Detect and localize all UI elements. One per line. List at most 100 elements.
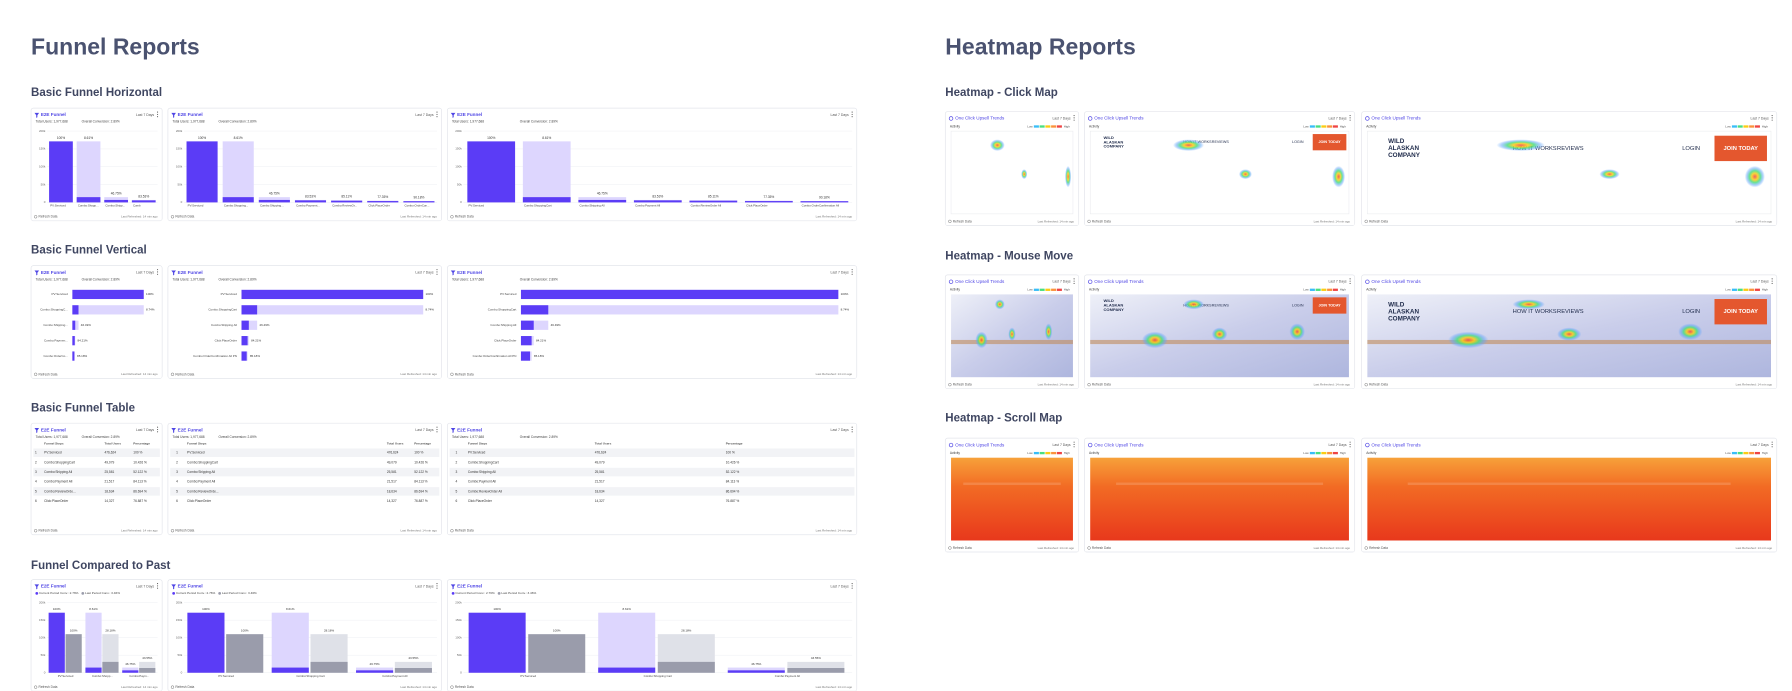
refresh-button[interactable]: Refresh Data: [455, 529, 474, 533]
drop-off-bar: [578, 197, 627, 203]
table-cell: 52.122 %: [726, 470, 740, 474]
funnel-bar: [331, 200, 363, 203]
step-name: Combo:Shipping...: [43, 323, 68, 327]
table-cell: 2: [456, 460, 458, 464]
refresh-button[interactable]: Refresh Data: [1369, 219, 1388, 223]
refresh-button[interactable]: Refresh Data: [1092, 219, 1111, 223]
refresh-button[interactable]: Refresh Data: [39, 529, 58, 533]
refresh-button[interactable]: Refresh Data: [455, 685, 474, 689]
last-refreshed: Last Refreshed: 14 min ago: [816, 685, 853, 689]
menu-button[interactable]: [851, 269, 853, 275]
card: One Click Upsell Trends Last 7 Days Activi…: [1084, 111, 1356, 226]
refresh-button[interactable]: Refresh Data: [1092, 383, 1111, 387]
bar-label: 46.75%: [751, 662, 761, 666]
table-cell: 100 %: [726, 451, 735, 455]
refresh-button[interactable]: Refresh Data: [39, 372, 58, 376]
table-cell: Combo:Shipping All: [468, 470, 496, 474]
total-users: Total Users: 1,977,688: [36, 435, 68, 439]
refresh-button[interactable]: Refresh Data: [455, 372, 474, 376]
legend-swatch: [1749, 288, 1755, 291]
legend-swatch: [1332, 288, 1338, 291]
menu-button[interactable]: [436, 111, 438, 118]
date-range: Last 7 Days: [1751, 280, 1769, 284]
step-percent: 8.61%: [84, 136, 93, 140]
menu-button[interactable]: [851, 111, 853, 118]
menu-button[interactable]: [1771, 441, 1773, 448]
menu-button[interactable]: [1073, 441, 1075, 448]
menu-button[interactable]: [156, 583, 159, 589]
legend-swatch: [1321, 288, 1327, 291]
refresh-button[interactable]: Refresh Data: [175, 215, 194, 219]
refresh-button[interactable]: Refresh Data: [953, 383, 972, 387]
refresh-button[interactable]: Refresh Data: [39, 685, 58, 689]
menu-button[interactable]: [156, 426, 159, 433]
menu-button[interactable]: [436, 426, 438, 433]
card-footer-bg: [168, 370, 442, 378]
legend-high: High: [1064, 451, 1070, 455]
heat-spot: [1678, 323, 1703, 340]
refresh-icon: [1087, 546, 1091, 550]
refresh-button[interactable]: Refresh Data: [1369, 383, 1388, 387]
refresh-button[interactable]: Refresh Data: [39, 215, 58, 219]
step-percent: 46.49%: [551, 323, 561, 327]
menu-button[interactable]: [851, 583, 853, 589]
refresh-button[interactable]: Refresh Data: [175, 372, 194, 376]
heat-spot: [1496, 139, 1545, 151]
legend-swatch: [35, 592, 39, 595]
heatmap-icon: [1365, 116, 1370, 121]
column-header: Funnel Steps: [44, 442, 64, 446]
table-cell: Combo:ReviewOrder All: [468, 489, 502, 493]
legend-high: High: [1340, 288, 1346, 292]
table-cell: 25,581: [104, 470, 114, 474]
drop-off-bar: [76, 141, 101, 203]
date-range: Last 7 Days: [1751, 116, 1769, 120]
date-range: Last 7 Days: [415, 270, 433, 274]
refresh-button[interactable]: Refresh Data: [953, 546, 972, 550]
menu-button[interactable]: [1073, 278, 1075, 285]
menu-dot: [851, 587, 853, 589]
date-range: Last 7 Days: [831, 428, 849, 432]
heat-spot: [975, 331, 988, 349]
card: One Click Upsell Trends Last 7 Days Activi…: [944, 111, 1080, 226]
table-cell: 1: [176, 451, 178, 455]
table-cell: 21,517: [595, 480, 605, 484]
menu-button[interactable]: [1349, 441, 1351, 448]
card-footer-bg: [447, 370, 857, 378]
menu-button[interactable]: [1349, 278, 1351, 285]
date-range: Last 7 Days: [415, 584, 433, 588]
table-row: [170, 448, 440, 458]
heatmap-icon: [948, 279, 954, 284]
step-percent: 90.18%: [819, 195, 830, 199]
card: One Click Upsell Trends Last 7 Days Activi…: [1361, 437, 1778, 553]
refresh-button[interactable]: Refresh Data: [1092, 546, 1111, 550]
menu-button[interactable]: [851, 426, 853, 433]
refresh-button[interactable]: Refresh Data: [953, 219, 972, 223]
card-title: One Click Upsell Trends: [1371, 442, 1421, 447]
menu-button[interactable]: [156, 111, 159, 118]
menu-button[interactable]: [1073, 115, 1075, 121]
refresh-button[interactable]: Refresh Data: [175, 685, 194, 689]
menu-button[interactable]: [1771, 115, 1773, 121]
table-cell: 52.122 %: [414, 470, 428, 474]
y-tick-label: 0: [460, 671, 462, 675]
refresh-button[interactable]: Refresh Data: [455, 215, 474, 219]
menu-button[interactable]: [1771, 278, 1773, 285]
activity-label: Activity: [1089, 124, 1100, 128]
menu-button[interactable]: [436, 583, 438, 589]
table-cell: Combo:ShoppingCart: [187, 460, 218, 464]
menu-button[interactable]: [436, 269, 438, 275]
y-tick-label: 150k: [176, 618, 183, 622]
card-footer-bg: [31, 526, 162, 535]
menu-dot: [851, 271, 853, 273]
card-frame: [30, 265, 163, 379]
refresh-button[interactable]: Refresh Data: [1369, 546, 1388, 550]
menu-dot: [156, 273, 159, 275]
table-cell: Click:PlaceOrder: [187, 499, 212, 503]
drop-off-bar: [222, 141, 254, 203]
menu-button[interactable]: [1349, 115, 1351, 121]
activity-label: Activity: [1366, 124, 1377, 128]
refresh-button[interactable]: Refresh Data: [175, 529, 194, 533]
menu-button[interactable]: [156, 269, 159, 275]
menu-dot: [1073, 115, 1075, 117]
step-name: PV:Serviced: [52, 292, 69, 296]
